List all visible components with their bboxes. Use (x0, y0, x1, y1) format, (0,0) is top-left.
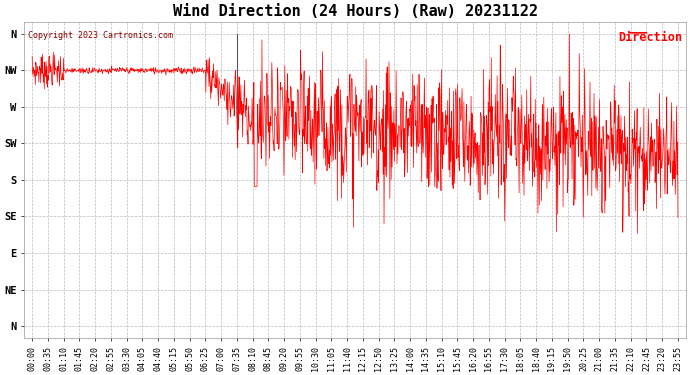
Text: Copyright 2023 Cartronics.com: Copyright 2023 Cartronics.com (28, 31, 172, 40)
Text: Direction: Direction (618, 31, 682, 44)
Title: Wind Direction (24 Hours) (Raw) 20231122: Wind Direction (24 Hours) (Raw) 20231122 (172, 4, 538, 19)
